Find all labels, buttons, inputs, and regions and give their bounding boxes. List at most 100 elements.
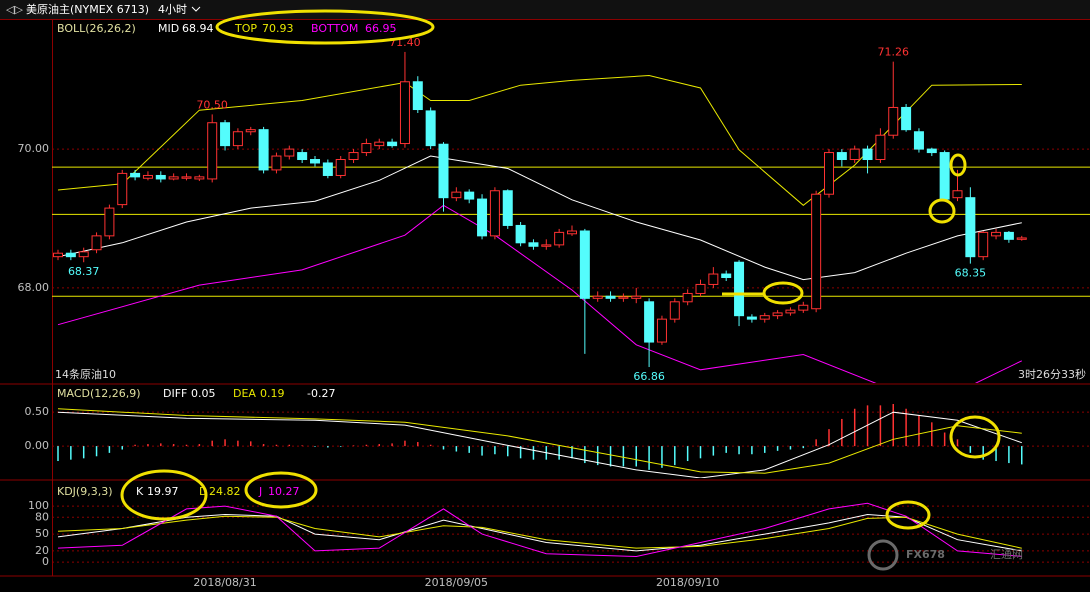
indicator-line <box>57 411 1022 478</box>
candle-body <box>387 141 398 147</box>
candle-body <box>181 176 192 179</box>
high-label: 70.50 <box>196 98 228 111</box>
candle-body <box>1003 231 1014 240</box>
period[interactable]: 4小时 <box>158 3 187 16</box>
candle-body <box>605 295 616 299</box>
legend-value: 66.95 <box>365 22 397 35</box>
annotation-ellipse <box>762 281 804 305</box>
macd-value: -0.27 <box>307 387 335 400</box>
candle-body <box>374 141 385 147</box>
y-tick-label: 80 <box>35 510 49 523</box>
legend-value: 19.97 <box>147 485 179 498</box>
candle-body <box>310 159 320 164</box>
candle-body <box>978 231 989 258</box>
low-label: 68.35 <box>955 267 987 280</box>
y-tick-label: 70.00 <box>18 142 50 155</box>
legend-name: DEA <box>233 387 256 400</box>
candle-body <box>618 296 629 299</box>
candle-body <box>155 174 166 180</box>
candle-body <box>168 176 179 180</box>
candle-body <box>901 106 912 131</box>
icon: ◁▷ <box>6 3 23 16</box>
y-tick-label: 0 <box>42 555 49 568</box>
candle-body <box>836 152 847 161</box>
candle-body <box>271 155 282 171</box>
candle-body <box>258 129 269 171</box>
candle-body <box>104 207 115 237</box>
candle-body <box>142 174 153 179</box>
candle-body <box>541 244 552 247</box>
candle-body <box>695 283 706 294</box>
y-tick-label: 0.50 <box>25 405 50 418</box>
annotation-ellipse <box>244 471 318 509</box>
candle-body <box>477 198 488 237</box>
candle-body <box>489 190 500 237</box>
candle-body <box>245 129 256 133</box>
indicator-line <box>57 408 1022 474</box>
legend-name: BOTTOM <box>311 22 358 35</box>
candle-body <box>862 148 873 161</box>
candle-body <box>464 191 475 200</box>
indicator-title[interactable]: KDJ(9,3,3) <box>57 485 113 498</box>
candle-body <box>798 304 809 311</box>
candle-body <box>708 273 719 285</box>
candle-body <box>849 148 860 161</box>
annotation-ellipse <box>120 469 208 521</box>
candle-body <box>888 106 899 136</box>
indicator-line <box>57 513 1022 552</box>
legend-name: TOP <box>234 22 257 35</box>
candle-body <box>669 301 680 320</box>
candle-body <box>348 152 359 161</box>
high-label: 71.26 <box>878 46 910 59</box>
candle-body <box>335 159 346 176</box>
candle-body <box>682 292 693 303</box>
candle-body <box>734 261 745 317</box>
candle-body <box>631 295 642 299</box>
candle-body <box>592 295 603 299</box>
plot-area <box>57 502 1022 558</box>
candle-body <box>425 110 436 147</box>
legend-name: MID <box>158 22 179 35</box>
watermark: 汇通网 <box>990 548 1023 561</box>
candle-body <box>528 242 539 247</box>
annotation-ellipse <box>215 9 435 45</box>
legend-value: 68.94 <box>182 22 214 35</box>
indicator-title[interactable]: MACD(12,26,9) <box>57 387 141 400</box>
candle-body <box>451 191 462 199</box>
legend-name: DIFF <box>163 387 187 400</box>
y-tick-label: 68.00 <box>18 281 50 294</box>
candle-body <box>913 131 924 150</box>
candle-body <box>785 309 796 314</box>
candle-body <box>1016 237 1027 240</box>
candle-body <box>412 81 423 111</box>
candle-body <box>91 235 102 251</box>
legend-value: 70.93 <box>262 22 294 35</box>
annotation-ellipse <box>928 198 956 224</box>
candle-body <box>515 224 526 244</box>
candle-body <box>811 193 822 310</box>
candle-body <box>284 148 295 157</box>
low-label: 66.86 <box>633 370 665 383</box>
indicator-line <box>57 204 1023 383</box>
plot-area <box>57 404 1023 478</box>
candle-body <box>759 315 770 320</box>
legend-value: 10.27 <box>268 485 300 498</box>
status-text: 14条原油10 <box>55 367 116 381</box>
dropdown-icon[interactable] <box>191 6 201 12</box>
candle-body <box>875 134 886 161</box>
candle-body <box>991 231 1002 237</box>
candle-body <box>297 152 308 161</box>
x-tick-label: 2018/09/05 <box>425 576 488 589</box>
candle-body <box>207 122 218 180</box>
candle-body <box>939 152 950 200</box>
candle-body <box>232 131 243 147</box>
x-tick-label: 2018/09/10 <box>656 576 719 589</box>
candle-body <box>721 273 732 279</box>
symbol[interactable]: 美原油主(NYMEX 6713) <box>26 2 149 16</box>
indicator-title[interactable]: BOLL(26,26,2) <box>57 22 136 35</box>
legend-value: 24.82 <box>209 485 241 498</box>
candle-body <box>65 252 76 258</box>
candle-body <box>952 190 963 199</box>
